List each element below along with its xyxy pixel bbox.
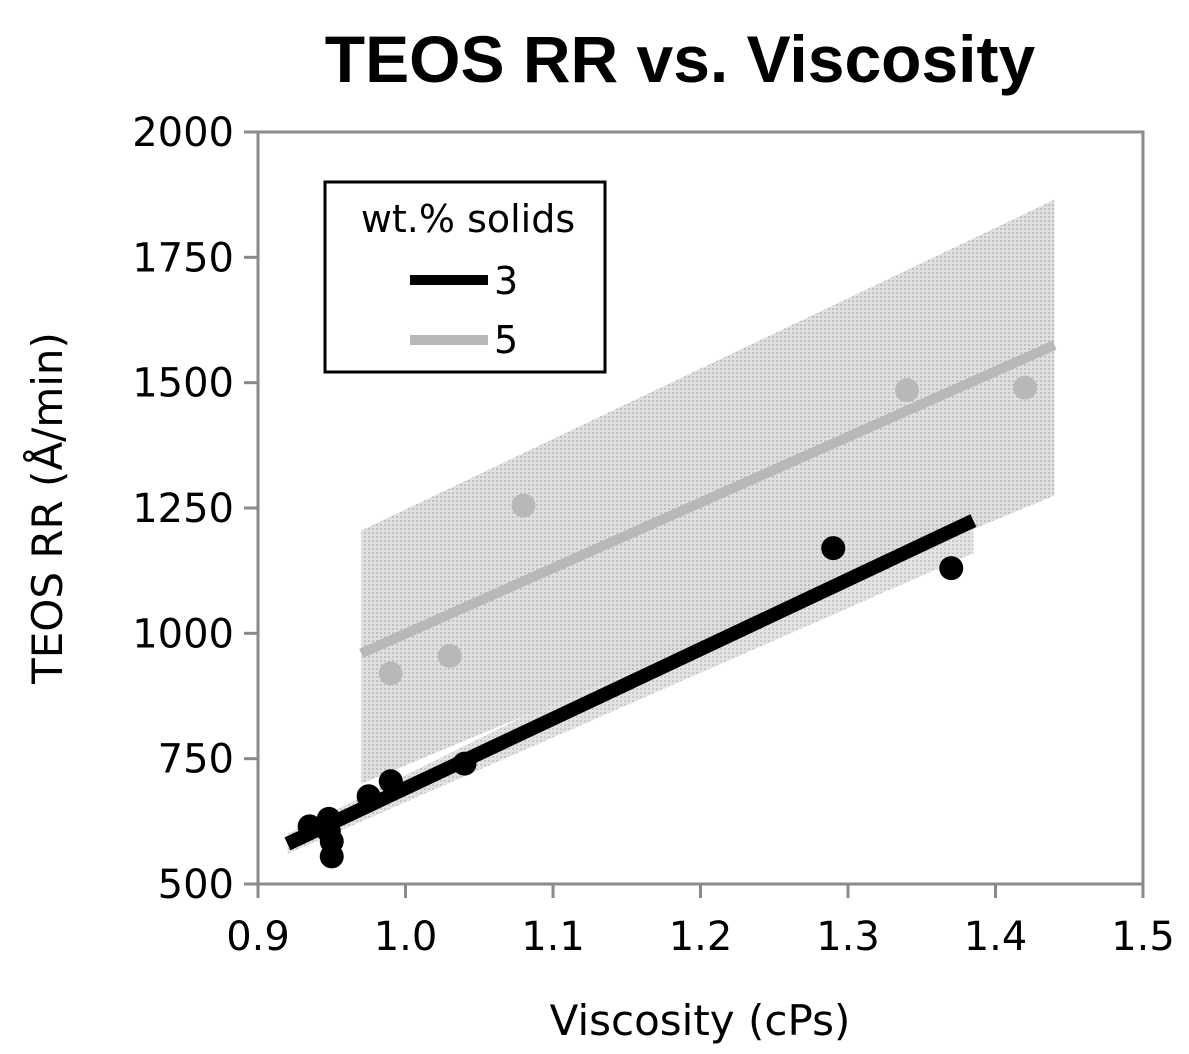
point-series-3-8 <box>821 536 845 560</box>
y-tick-label-4: 1500 <box>132 361 234 407</box>
x-tick-label-0: 0.9 <box>226 914 290 960</box>
y-axis-ticks: 500 750 1000 1250 1500 1750 2000 <box>132 110 258 908</box>
x-tick-label-2: 1.1 <box>521 914 585 960</box>
y-tick-label-1: 750 <box>158 737 234 783</box>
x-axis-label: Viscosity (cPs) <box>550 996 851 1045</box>
point-series-5-4 <box>1013 376 1037 400</box>
point-series-3-9 <box>939 556 963 580</box>
x-tick-label-1: 1.0 <box>374 914 438 960</box>
x-tick-label-4: 1.3 <box>816 914 880 960</box>
point-series-5-0 <box>379 661 403 685</box>
x-tick-label-3: 1.2 <box>669 914 733 960</box>
legend-label-5: 5 <box>494 318 518 362</box>
point-series-3-4 <box>320 844 344 868</box>
point-series-3-5 <box>357 784 381 808</box>
point-series-5-3 <box>895 378 919 402</box>
y-tick-label-3: 1250 <box>132 486 234 532</box>
y-tick-label-5: 1750 <box>132 235 234 281</box>
point-series-3-6 <box>379 769 403 793</box>
y-axis-label: TEOS RR (Å/min) <box>22 332 72 685</box>
legend-title: wt.% solids <box>361 197 575 241</box>
y-tick-label-2: 1000 <box>132 611 234 657</box>
chart-title: TEOS RR vs. Viscosity <box>325 22 1036 96</box>
point-series-5-2 <box>512 493 536 517</box>
x-tick-label-5: 1.4 <box>964 914 1028 960</box>
point-series-3-7 <box>453 752 477 776</box>
x-tick-label-6: 1.5 <box>1111 914 1175 960</box>
y-tick-label-6: 2000 <box>132 110 234 156</box>
legend: wt.% solids 3 5 <box>325 182 605 372</box>
y-tick-label-0: 500 <box>158 862 234 908</box>
legend-label-3: 3 <box>494 259 518 303</box>
point-series-5-1 <box>438 644 462 668</box>
x-axis-ticks: 0.9 1.0 1.1 1.2 1.3 1.4 1.5 <box>226 884 1175 960</box>
